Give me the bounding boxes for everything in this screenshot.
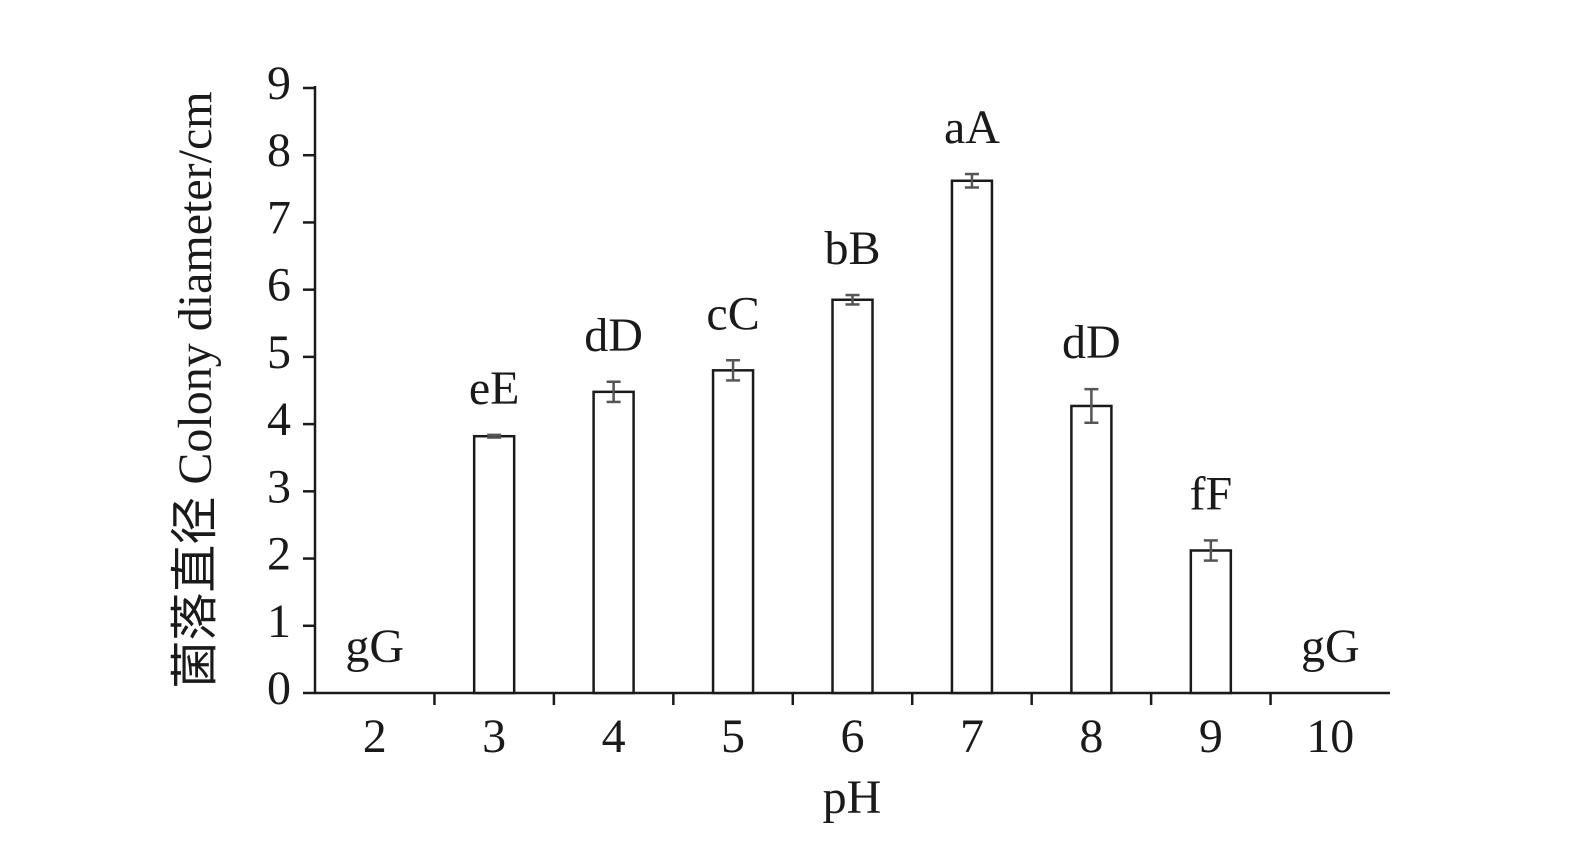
x-tick-label: 8 [1079, 710, 1103, 763]
y-tick-label: 6 [267, 259, 291, 312]
x-tick-label: 7 [960, 710, 984, 763]
error-bar [1203, 539, 1218, 562]
error-bar [1084, 387, 1099, 425]
bar [472, 434, 516, 695]
y-tick-label: 7 [267, 191, 291, 244]
bar [950, 179, 994, 695]
y-tick-label: 5 [267, 326, 291, 379]
x-tick-label: 4 [602, 710, 626, 763]
significance-label: bB [824, 222, 880, 275]
y-tick-label: 9 [267, 57, 291, 110]
y-tick-label: 8 [267, 124, 291, 177]
significance-label: aA [944, 101, 1000, 154]
y-tick-label: 2 [267, 528, 291, 581]
y-tick-label: 4 [267, 393, 291, 446]
error-bar [726, 359, 741, 382]
x-tick-label: 6 [841, 710, 865, 763]
x-tick-label: 10 [1306, 710, 1354, 763]
bar [592, 390, 635, 695]
y-tick-label: 3 [267, 460, 291, 513]
significance-label: eE [469, 362, 520, 415]
x-axis-label: pH [823, 771, 882, 824]
bar [711, 369, 755, 695]
y-tick-label: 1 [267, 595, 291, 648]
significance-label: gG [345, 620, 404, 673]
x-tick-label: 5 [721, 710, 745, 763]
significance-label: cC [706, 287, 759, 340]
error-bar [845, 293, 860, 306]
significance-label: dD [584, 309, 643, 362]
error-bar [487, 433, 502, 439]
error-bar [606, 380, 621, 404]
y-axis-label: 菌落直径 Colony diameter/cm [169, 91, 222, 688]
bar [1189, 549, 1233, 695]
x-tick-label: 2 [363, 710, 387, 763]
bar [1070, 404, 1113, 695]
error-bar [964, 172, 979, 189]
x-tick-label: 9 [1199, 710, 1223, 763]
bar [831, 298, 874, 695]
significance-label: gG [1301, 620, 1360, 673]
significance-label: dD [1062, 316, 1121, 369]
significance-label: fF [1189, 467, 1232, 520]
x-tick-label: 3 [482, 710, 506, 763]
y-tick-label: 0 [267, 662, 291, 715]
